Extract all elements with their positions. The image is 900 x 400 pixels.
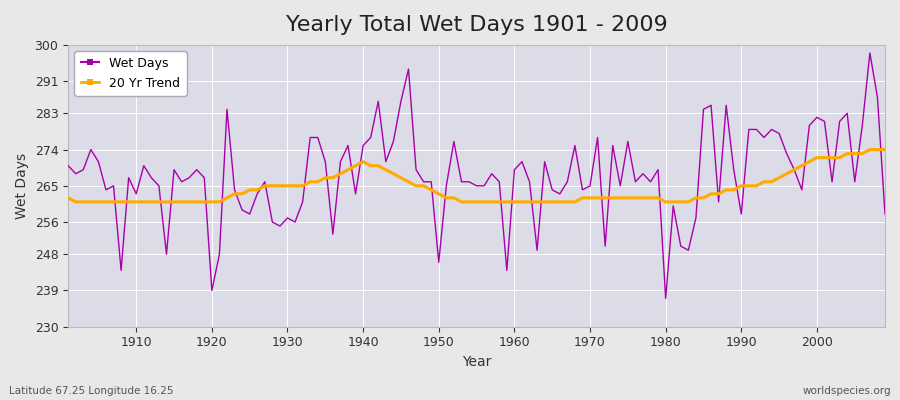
Title: Yearly Total Wet Days 1901 - 2009: Yearly Total Wet Days 1901 - 2009 <box>285 15 668 35</box>
Text: worldspecies.org: worldspecies.org <box>803 386 891 396</box>
X-axis label: Year: Year <box>462 355 491 369</box>
Legend: Wet Days, 20 Yr Trend: Wet Days, 20 Yr Trend <box>75 51 186 96</box>
Text: Latitude 67.25 Longitude 16.25: Latitude 67.25 Longitude 16.25 <box>9 386 174 396</box>
Y-axis label: Wet Days: Wet Days <box>15 153 29 219</box>
